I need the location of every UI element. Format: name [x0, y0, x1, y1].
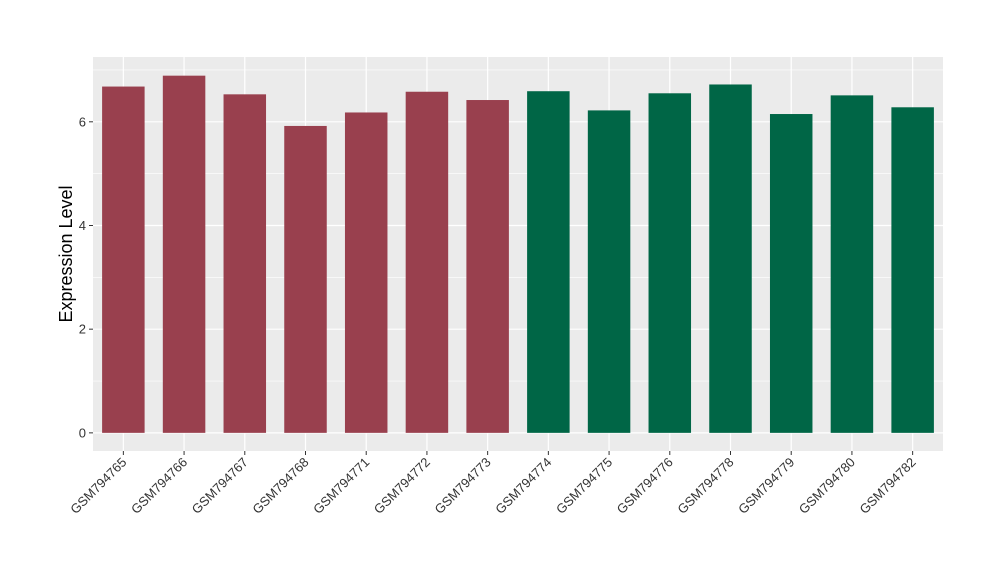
- x-tick-label: GSM794766: [128, 455, 190, 517]
- x-tick-label: GSM794782: [857, 455, 919, 517]
- x-tick-label: GSM794776: [614, 455, 676, 517]
- bar-GSM794768: [284, 125, 327, 433]
- x-tick-label: GSM794767: [189, 455, 251, 517]
- bar-GSM794778: [709, 84, 752, 433]
- bar-GSM794771: [344, 112, 388, 433]
- x-tick-label: GSM794778: [674, 455, 736, 517]
- x-tick-label: GSM794780: [796, 455, 858, 517]
- bar-GSM794774: [527, 91, 570, 433]
- bar-GSM794766: [162, 75, 206, 433]
- y-tick-label: 0: [79, 425, 86, 440]
- x-tick-label: GSM794773: [432, 455, 494, 517]
- x-tick-label: GSM794779: [735, 455, 797, 517]
- bars-group: [102, 75, 934, 433]
- bar-GSM794773: [466, 100, 509, 433]
- x-tick-label: GSM794771: [310, 455, 372, 517]
- y-tick-label: 6: [79, 114, 86, 129]
- y-tick-label: 4: [79, 218, 86, 233]
- plot-panel: [93, 57, 943, 451]
- y-axis-title: Expression Level: [56, 185, 76, 322]
- bar-GSM794767: [223, 94, 267, 433]
- bar-GSM794775: [587, 110, 631, 433]
- x-tick-label: GSM794772: [371, 455, 433, 517]
- x-axis: GSM794765GSM794766GSM794767GSM794768GSM7…: [67, 451, 919, 517]
- x-tick-label: GSM794775: [553, 455, 615, 517]
- x-tick-label: GSM794774: [492, 455, 554, 517]
- bar-GSM794782: [891, 107, 934, 433]
- y-tick-label: 2: [79, 322, 86, 337]
- x-tick-label: GSM794768: [249, 455, 311, 517]
- bar-GSM794765: [102, 86, 145, 433]
- bar-GSM794779: [769, 114, 813, 433]
- bar-GSM794780: [830, 95, 874, 433]
- bar-GSM794776: [648, 93, 692, 433]
- bar-GSM794772: [405, 91, 449, 433]
- x-tick-label: GSM794765: [67, 455, 129, 517]
- y-axis: 0 2 4 6: [79, 114, 93, 440]
